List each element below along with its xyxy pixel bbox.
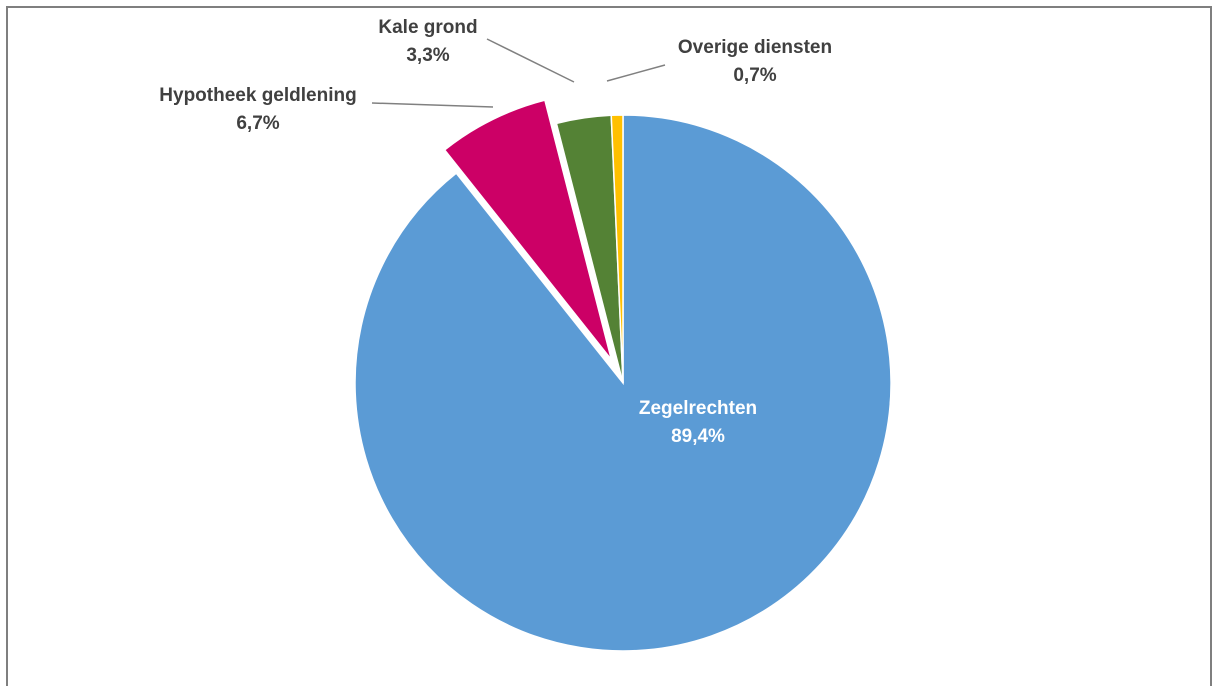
- slice-percent-label: 89,4%: [671, 426, 725, 447]
- slice-label: Kale grond: [378, 17, 477, 38]
- slice-percent-label: 3,3%: [406, 45, 449, 66]
- leader-line: [486, 38, 575, 83]
- pie-slice-overige-diensten: [610, 114, 624, 384]
- slice-label: Overige diensten: [678, 37, 832, 58]
- slice-percent-label: 6,7%: [236, 113, 279, 134]
- pie-slice-hypotheek-geldlening: [443, 99, 613, 361]
- leader-line: [606, 64, 666, 82]
- slice-percent-label: 0,7%: [733, 65, 776, 86]
- slice-label: Hypotheek geldlening: [159, 85, 356, 106]
- leader-line: [371, 102, 494, 108]
- slice-label: Zegelrechten: [639, 398, 757, 419]
